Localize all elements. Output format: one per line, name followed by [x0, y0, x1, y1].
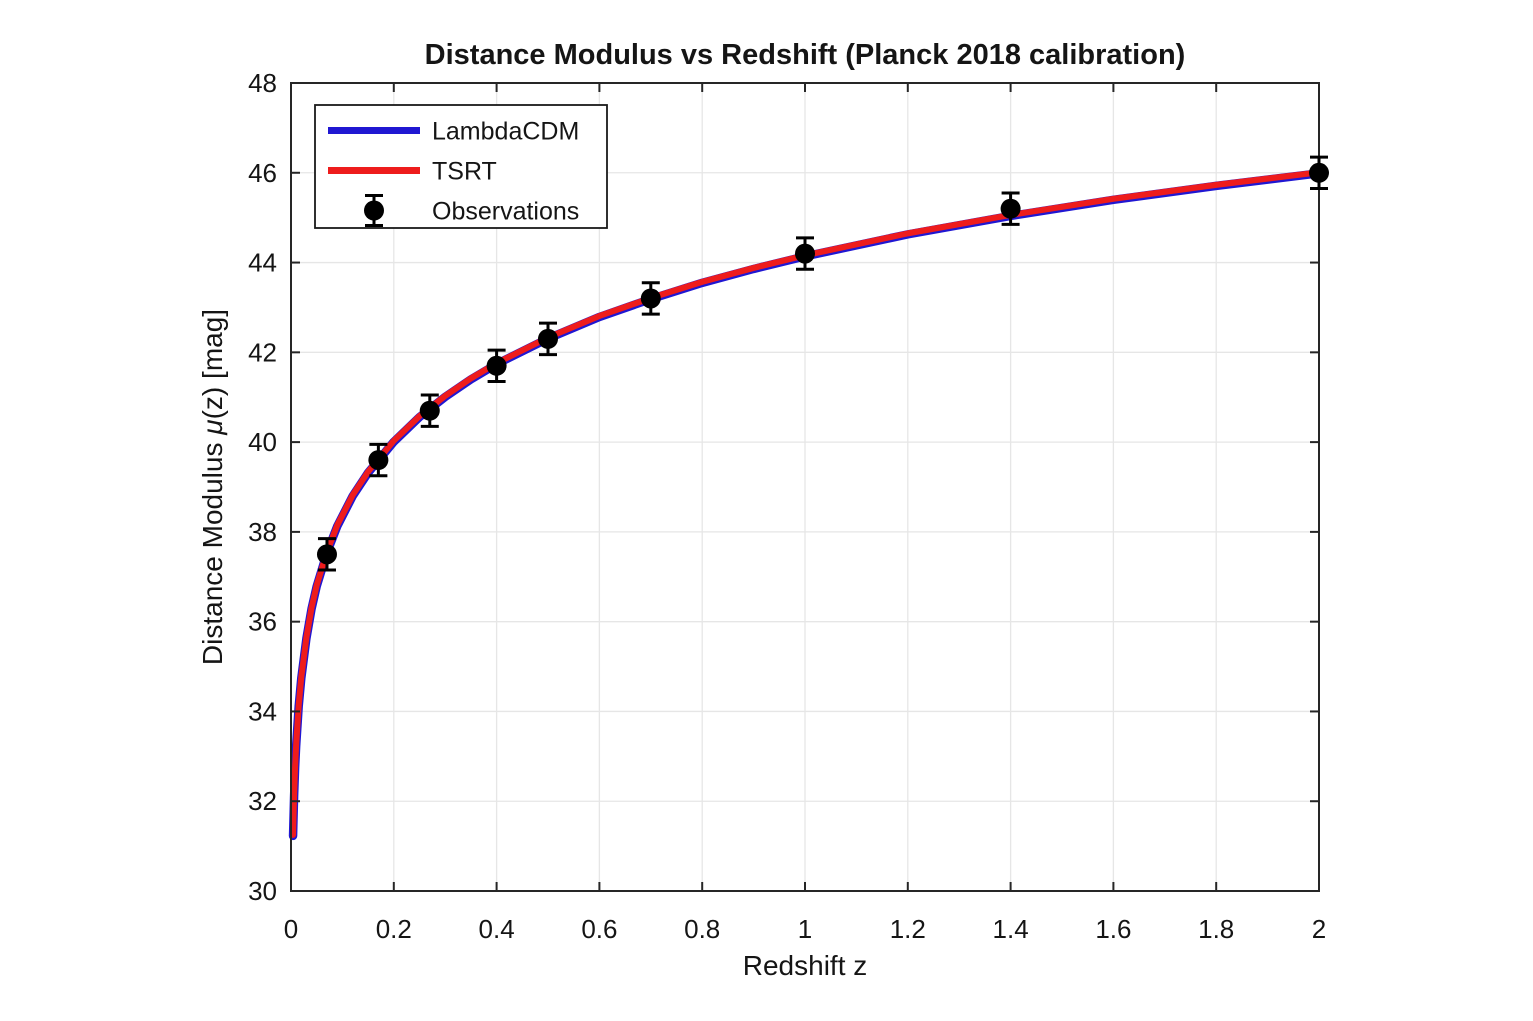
y-tick-label: 32: [248, 786, 277, 816]
axis-layer: [290, 82, 1320, 892]
x-tick-label: 1.2: [890, 914, 926, 944]
legend-label: LambdaCDM: [432, 118, 579, 146]
data-point: [368, 450, 389, 471]
y-tick-label: 36: [248, 607, 277, 637]
y-tick-label: 42: [248, 337, 277, 367]
data-point: [486, 355, 507, 376]
data-point: [640, 288, 661, 309]
x-tick-label: 1.4: [993, 914, 1029, 944]
legend-marker-swatch: [364, 200, 384, 221]
x-tick-label: 0.4: [479, 914, 515, 944]
data-point: [1309, 162, 1329, 183]
y-tick-label: 38: [248, 517, 277, 547]
y-tick-label: 46: [248, 158, 277, 188]
legend-label: TSRT: [432, 158, 497, 186]
series-curve-lambdacdm: [288, 169, 1324, 841]
y-tick-label: 40: [248, 427, 277, 457]
data-point: [1000, 198, 1021, 219]
x-tick-label: 0.8: [684, 914, 720, 944]
data-point: [795, 243, 815, 264]
x-tick-label: 1: [798, 914, 812, 944]
legend-box: [314, 104, 608, 229]
y-tick-label: 48: [248, 68, 277, 98]
data-point: [419, 400, 440, 421]
x-tick-label: 1.8: [1198, 914, 1234, 944]
data-point: [538, 328, 558, 349]
legend-label: Observations: [432, 198, 579, 226]
series-curve-tsrt: [290, 169, 1322, 838]
y-tick-label: 34: [248, 696, 277, 726]
y-tick-label: 30: [248, 876, 277, 906]
legend: LambdaCDM TSRT Observations: [314, 104, 608, 229]
curve-layer: [288, 169, 1324, 841]
chart-title: Distance Modulus vs Redshift (Planck 201…: [425, 39, 1186, 71]
x-tick-label: 0: [284, 914, 298, 944]
x-tick-label: 1.6: [1095, 914, 1131, 944]
x-axis-label: Redshift z: [743, 950, 868, 981]
y-axis-label: Distance Modulus μ(z) [mag]: [197, 309, 228, 665]
observations-layer: [316, 155, 1329, 572]
grid-layer: [291, 83, 1319, 891]
tick-label-layer: 0 0.2 0.4 0.6 0.8 1 1.2 1.4 1.6 1.8 2 30 32 34 36 38 40 4…: [248, 68, 1326, 944]
x-tick-label: 0.6: [581, 914, 617, 944]
x-tick-label: 0.2: [376, 914, 412, 944]
data-point: [316, 544, 337, 565]
x-tick-label: 2: [1312, 914, 1326, 944]
y-tick-label: 44: [248, 248, 277, 278]
